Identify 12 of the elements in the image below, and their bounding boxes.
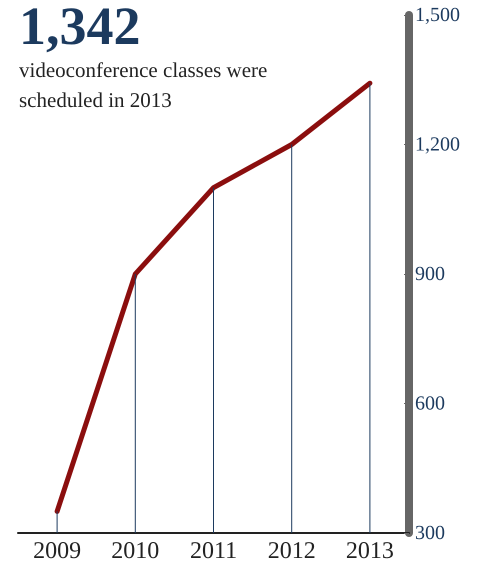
x-tick-label: 2012 — [268, 538, 316, 563]
x-tick-label: 2011 — [190, 538, 238, 563]
x-tick-label: 2010 — [111, 538, 160, 563]
chart-title: 1,342 — [19, 0, 140, 56]
y-tick-label: 300 — [415, 522, 445, 544]
y-tick-label: 1,500 — [415, 4, 460, 26]
y-tick-label: 900 — [415, 263, 445, 285]
x-tick-label: 2009 — [33, 538, 82, 563]
y-tick-label: 600 — [415, 392, 445, 414]
y-tick-label: 1,200 — [415, 134, 460, 156]
x-tick-label: 2013 — [346, 538, 394, 563]
text: videoconference classes were scheduled in 2013 — [19, 58, 268, 112]
